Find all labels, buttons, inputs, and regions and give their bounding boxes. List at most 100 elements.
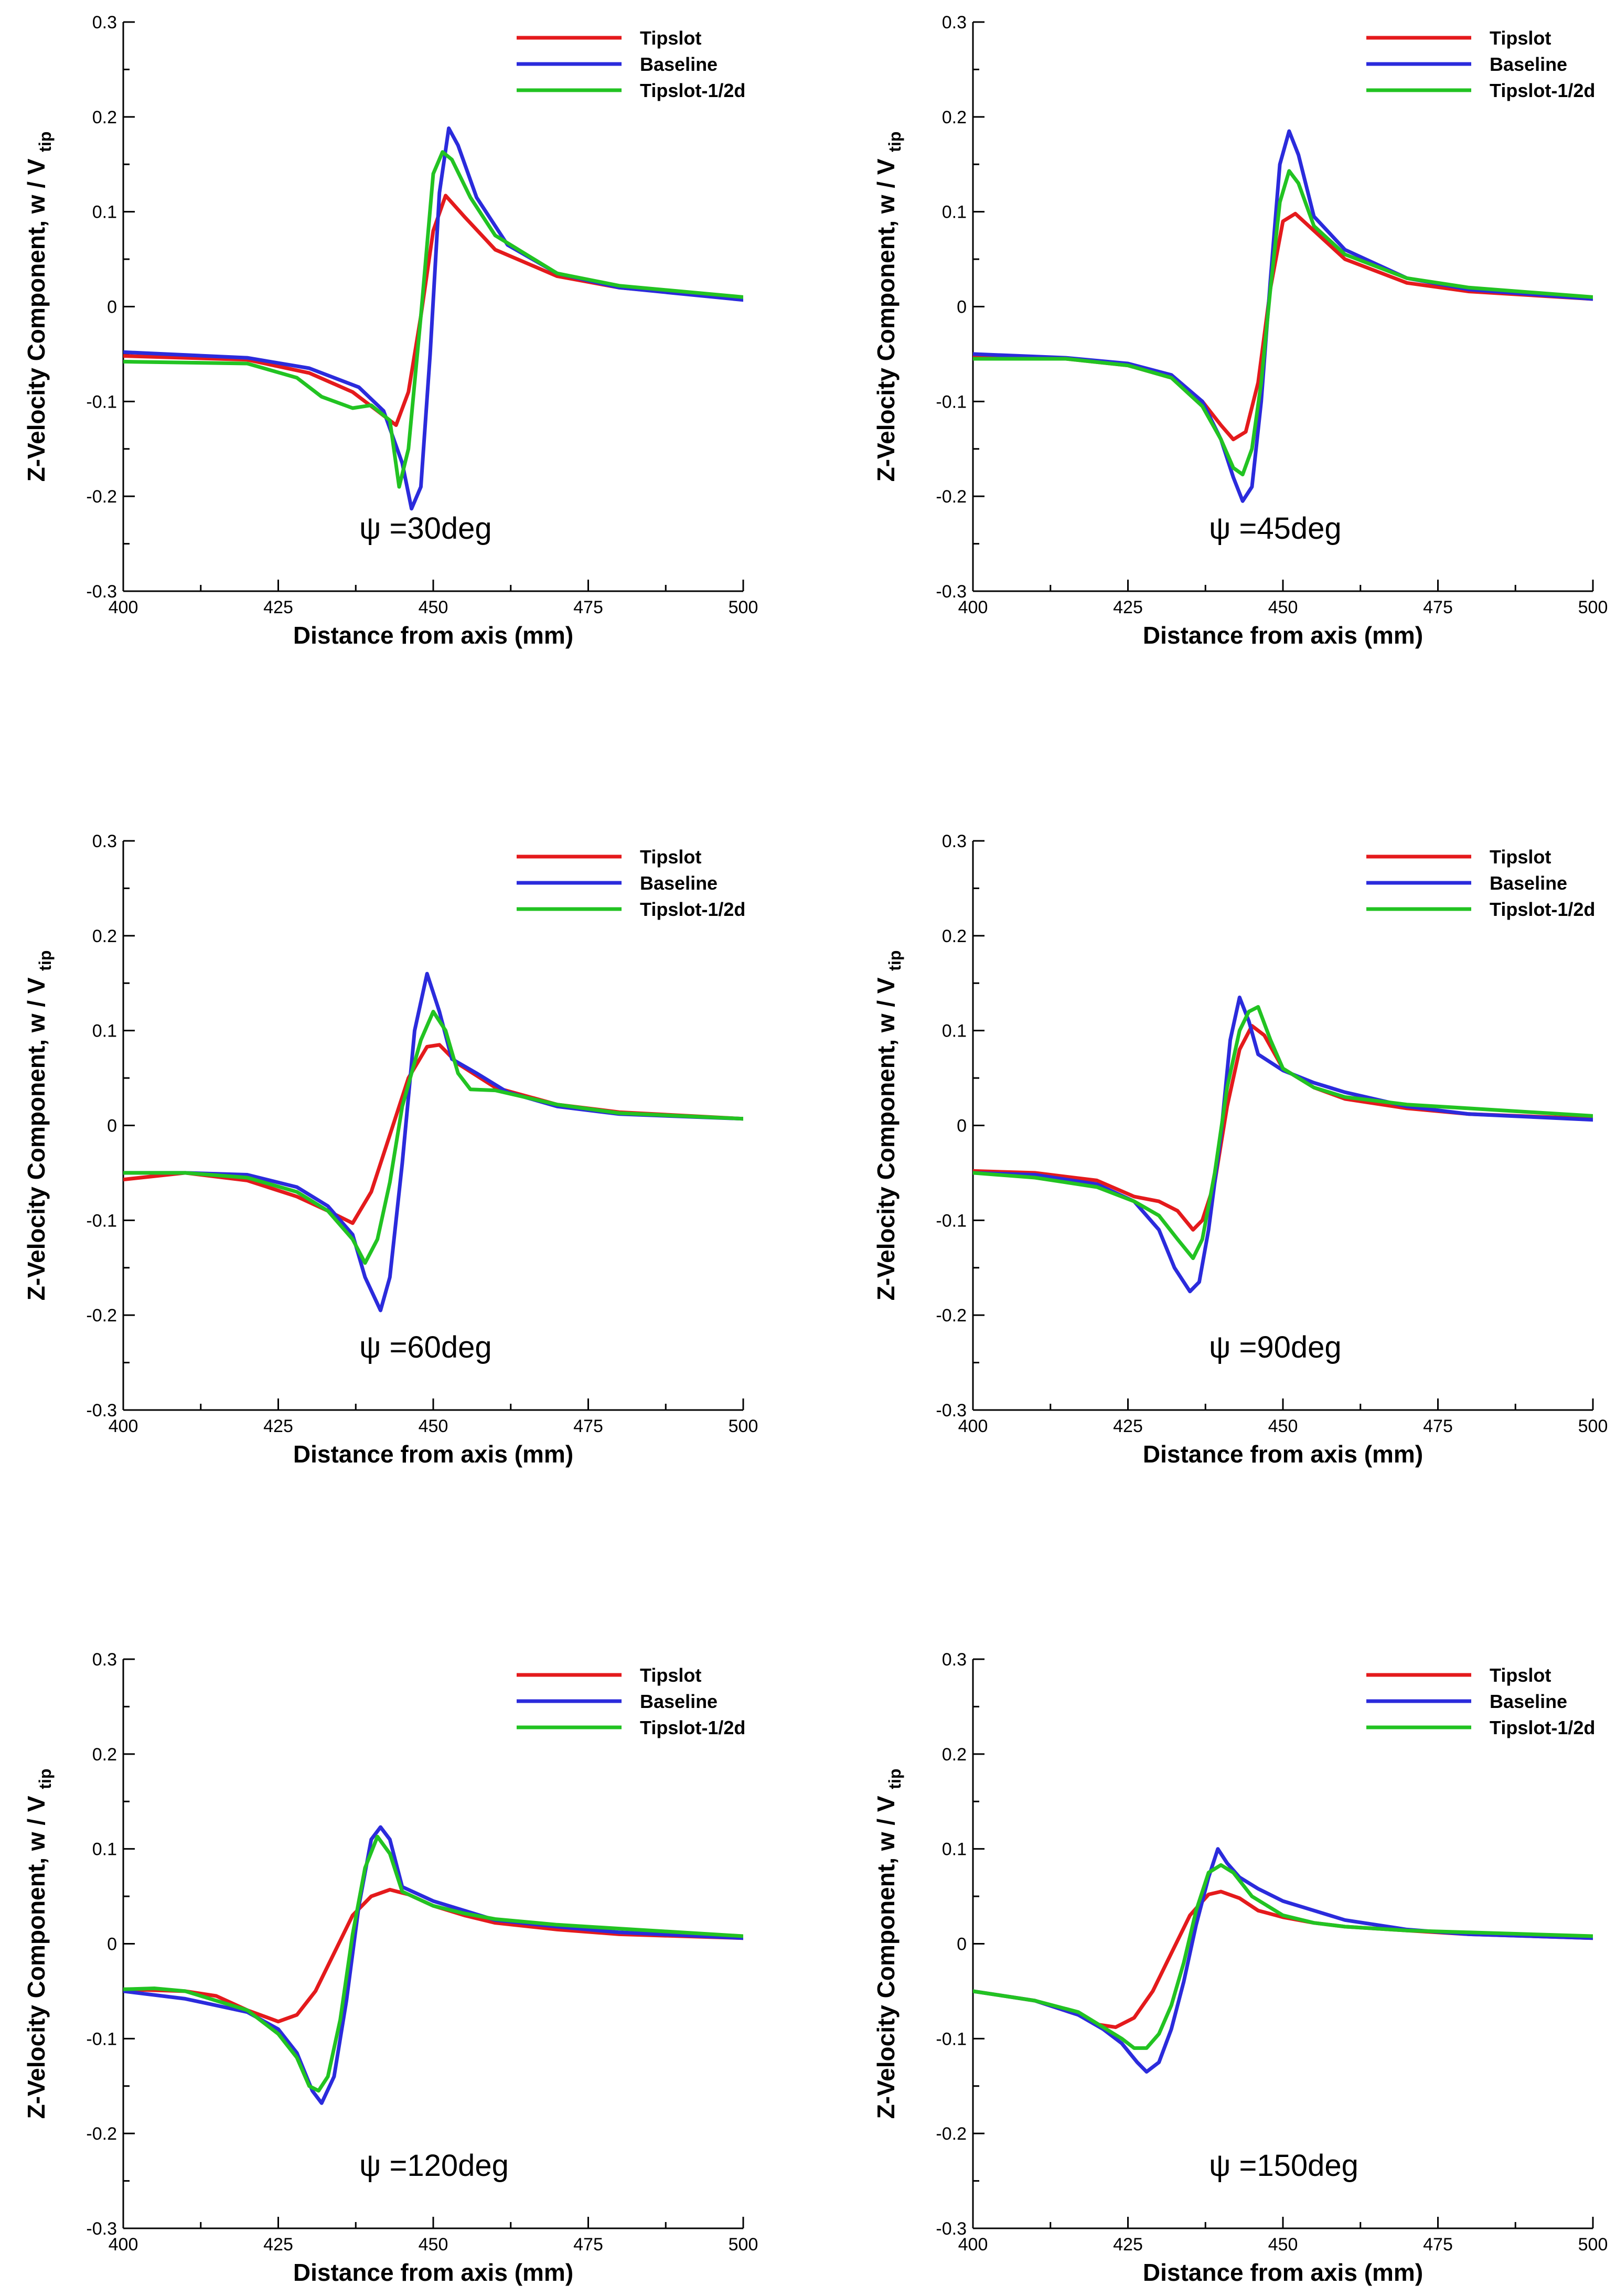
y-tick-label: 0.2: [942, 108, 967, 127]
y-tick-label: -0.1: [86, 1211, 117, 1231]
legend-label: Baseline: [640, 1691, 718, 1712]
x-axis-title: Distance from axis (mm): [293, 2259, 573, 2286]
y-axis-title-subscript: tip: [36, 951, 55, 971]
x-tick-label: 500: [729, 597, 758, 617]
y-axis-title-subscript: tip: [36, 1769, 55, 1789]
y-tick-label: -0.1: [936, 392, 967, 412]
legend-label: Tipslot: [1490, 27, 1551, 49]
x-tick-label: 475: [573, 597, 603, 617]
y-tick-label: -0.2: [936, 1306, 967, 1326]
x-tick-label: 425: [1113, 1416, 1143, 1436]
x-tick-label: 425: [1113, 2235, 1143, 2255]
y-tick-label: 0: [107, 1935, 117, 1955]
x-tick-label: 400: [958, 597, 988, 617]
y-tick-label: -0.1: [936, 1211, 967, 1231]
x-tick-label: 475: [1423, 1416, 1453, 1436]
legend-label: Tipslot: [640, 846, 701, 868]
chart-panel-4: -0.3 -0.2 -0.1 0 0.1 0.2 0.3 400 425 450 475 500 Dis…: [872, 831, 1608, 1468]
x-tick-label: 425: [263, 2235, 293, 2255]
series-line-tipslot: [973, 1024, 1593, 1232]
y-tick-label: -0.1: [86, 392, 117, 412]
legend-label: Tipslot-1/2d: [640, 899, 745, 920]
y-tick-label: 0: [957, 1116, 967, 1136]
y-tick-label: 0.2: [92, 108, 117, 127]
legend: Tipslot Baseline Tipslot-1/2d: [1366, 846, 1595, 920]
y-tick-label: 0.1: [92, 1021, 117, 1041]
x-tick-label: 400: [109, 2235, 138, 2255]
y-tick-label: -0.1: [936, 2029, 967, 2049]
x-tick-label: 500: [1578, 2235, 1608, 2255]
series-line-baseline: [973, 995, 1593, 1294]
series-line-tipslot: [123, 1043, 743, 1225]
y-tick-label: -0.2: [86, 487, 117, 507]
y-axis-title-main: Z-Velocity Component, w / V: [23, 971, 50, 1301]
legend-label: Baseline: [640, 54, 718, 75]
y-tick-label: -0.1: [86, 2029, 117, 2049]
y-tick-label: 0.3: [92, 831, 117, 851]
series-line-tipslot-1-2d: [123, 1010, 743, 1265]
y-axis-title-main: Z-Velocity Component, w / V: [872, 971, 900, 1301]
chart-panel-5: -0.3 -0.2 -0.1 0 0.1 0.2 0.3 400 425 450 475 500 Dis…: [23, 1650, 758, 2286]
x-tick-label: 500: [1578, 597, 1608, 617]
y-axis-title: Z-Velocity Component, w / V tip: [23, 951, 55, 1301]
y-tick-label: 0.3: [942, 13, 967, 33]
legend-label: Baseline: [1490, 1691, 1567, 1712]
y-tick-label: -0.3: [936, 582, 967, 602]
legend-label: Tipslot: [1490, 1664, 1551, 1686]
y-tick-label: 0.1: [92, 1840, 117, 1860]
legend-label: Baseline: [1490, 872, 1567, 894]
y-tick-label: -0.3: [936, 1401, 967, 1421]
legend: Tipslot Baseline Tipslot-1/2d: [517, 27, 745, 101]
x-tick-label: 450: [419, 2235, 448, 2255]
x-axis-title: Distance from axis (mm): [1143, 2259, 1423, 2286]
y-tick-label: 0.1: [92, 202, 117, 222]
series-line-tipslot-1-2d: [973, 1005, 1593, 1261]
psi-annotation: ψ =120deg: [359, 2149, 509, 2183]
y-tick-label: -0.3: [86, 582, 117, 602]
y-tick-label: 0.1: [942, 1021, 967, 1041]
y-axis-title-subscript: tip: [885, 951, 904, 971]
chart-panel-1: -0.3 -0.2 -0.1 0 0.1 0.2 0.3 400 425 450 475 500 Dis…: [23, 13, 758, 649]
y-tick-label: 0: [957, 297, 967, 317]
x-tick-label: 450: [1268, 1416, 1298, 1436]
legend-label: Tipslot-1/2d: [640, 80, 745, 101]
x-tick-label: 400: [958, 1416, 988, 1436]
x-tick-label: 400: [109, 1416, 138, 1436]
legend-label: Baseline: [640, 872, 718, 894]
y-tick-label: 0.3: [942, 1650, 967, 1670]
y-tick-label: -0.3: [86, 2219, 117, 2239]
y-tick-label: 0.2: [92, 1745, 117, 1765]
x-tick-label: 500: [1578, 1416, 1608, 1436]
series-line-tipslot-1-2d: [973, 169, 1593, 477]
psi-annotation: ψ =150deg: [1209, 2149, 1358, 2183]
x-tick-label: 425: [263, 1416, 293, 1436]
series-line-tipslot-1-2d: [123, 1834, 743, 2093]
x-tick-label: 475: [573, 2235, 603, 2255]
y-tick-label: 0.3: [942, 831, 967, 851]
y-axis-title: Z-Velocity Component, w / V tip: [23, 1769, 55, 2119]
legend-label: Tipslot-1/2d: [640, 1717, 745, 1738]
y-axis-title-main: Z-Velocity Component, w / V: [23, 152, 50, 482]
legend-label: Tipslot-1/2d: [1490, 1717, 1595, 1738]
psi-annotation: ψ =30deg: [359, 511, 492, 546]
legend-label: Tipslot: [640, 1664, 701, 1686]
y-tick-label: -0.2: [86, 1306, 117, 1326]
y-axis-title-subscript: tip: [36, 132, 55, 152]
legend: Tipslot Baseline Tipslot-1/2d: [1366, 1664, 1595, 1738]
y-axis-title-main: Z-Velocity Component, w / V: [872, 152, 900, 482]
x-tick-label: 400: [958, 2235, 988, 2255]
psi-annotation: ψ =90deg: [1209, 1330, 1342, 1364]
y-axis-title-main: Z-Velocity Component, w / V: [23, 1789, 50, 2119]
chart-panel-6: -0.3 -0.2 -0.1 0 0.1 0.2 0.3 400 425 450 475 500 Dis…: [872, 1650, 1608, 2286]
x-tick-label: 500: [729, 2235, 758, 2255]
y-tick-label: 0: [107, 1116, 117, 1136]
legend-label: Baseline: [1490, 54, 1567, 75]
chart-panel-2: -0.3 -0.2 -0.1 0 0.1 0.2 0.3 400 425 450 475 500 Dis…: [872, 13, 1608, 649]
legend-label: Tipslot-1/2d: [1490, 80, 1595, 101]
series-line-baseline: [123, 1825, 743, 2105]
y-tick-label: 0.3: [92, 1650, 117, 1670]
y-axis-title: Z-Velocity Component, w / V tip: [872, 1769, 904, 2119]
y-tick-label: 0.3: [92, 13, 117, 33]
x-tick-label: 450: [1268, 597, 1298, 617]
